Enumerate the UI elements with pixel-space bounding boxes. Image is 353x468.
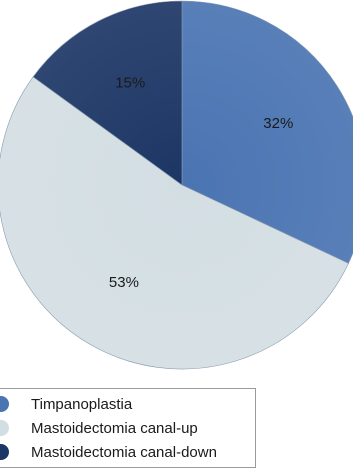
slice-label-mastoidectomia-canal-up: 53% [109, 274, 139, 291]
legend-item-mastoidectomia-canal-up: Mastoidectomia canal-up [0, 417, 198, 439]
legend: Timpanoplastia Mastoidectomia canal-up M… [0, 388, 256, 468]
legend-swatch-mastoidectomia-canal-up [0, 420, 9, 436]
legend-item-timpanoplastia: Timpanoplastia [0, 393, 132, 415]
slice-label-timpanoplastia: 32% [263, 115, 293, 132]
legend-label: Mastoidectomia canal-up [31, 419, 198, 437]
legend-label: Timpanoplastia [31, 395, 133, 413]
pie-slice-mastoidectomia-canal-up [0, 76, 349, 370]
legend-swatch-mastoidectomia-canal-down [0, 444, 9, 460]
pie-slice-mastoidectomia-canal-down [32, 0, 183, 186]
slice-label-mastoidectomia-canal-down: 15% [115, 74, 145, 91]
legend-swatch-timpanoplastia [0, 396, 9, 412]
legend-item-mastoidectomia-canal-down: Mastoidectomia canal-down [0, 441, 217, 463]
legend-label: Mastoidectomia canal-down [31, 443, 217, 461]
pie-slice-timpanoplastia [181, 0, 353, 264]
